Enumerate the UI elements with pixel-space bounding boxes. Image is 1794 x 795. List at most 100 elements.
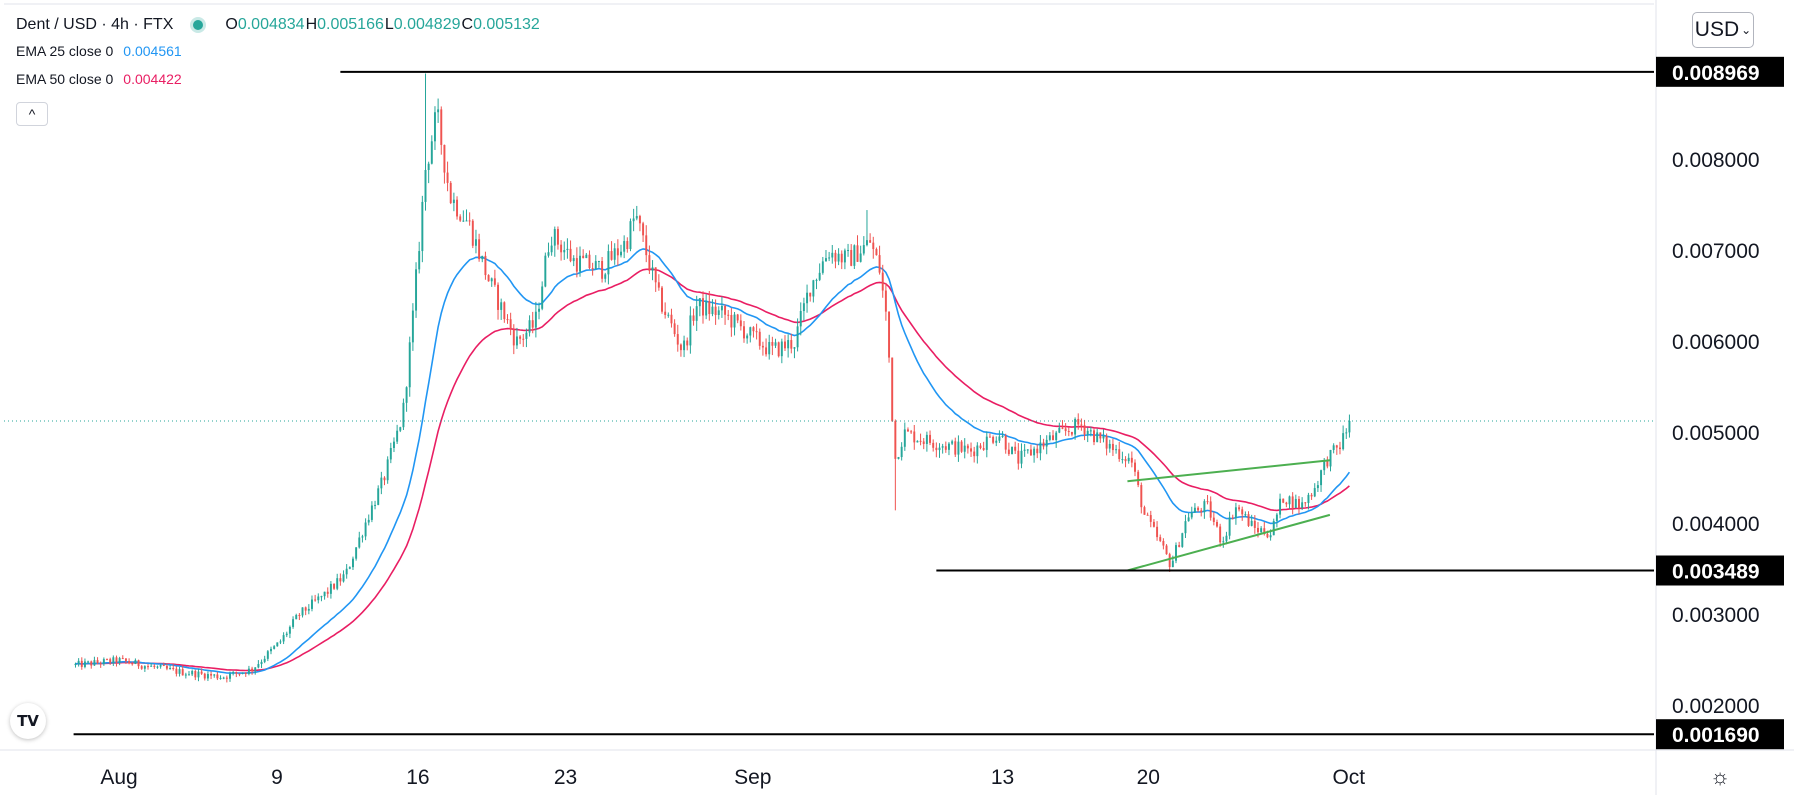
candle-body bbox=[383, 477, 386, 481]
candle-body bbox=[1058, 427, 1061, 433]
candle-body bbox=[1222, 541, 1225, 543]
candle-body bbox=[538, 308, 541, 312]
candle-body bbox=[219, 677, 222, 679]
candle-body bbox=[720, 305, 723, 311]
candle-body bbox=[178, 669, 181, 674]
candle-body bbox=[623, 241, 626, 252]
legend-ema25-row[interactable]: EMA 25 close 0 0.004561 bbox=[16, 36, 541, 66]
candle-body bbox=[1301, 502, 1304, 509]
candle-body bbox=[541, 286, 544, 309]
candle-body bbox=[251, 668, 254, 672]
candle-body bbox=[1052, 435, 1054, 441]
currency-value: USD bbox=[1694, 18, 1740, 41]
candle-body bbox=[910, 431, 913, 433]
tradingview-logo[interactable]: TV bbox=[10, 703, 46, 739]
candle-body bbox=[396, 430, 399, 442]
candle-body bbox=[749, 327, 752, 336]
candle-body bbox=[415, 269, 418, 311]
candle-body bbox=[295, 615, 298, 620]
candle-body bbox=[311, 599, 313, 609]
candle-body bbox=[203, 673, 206, 679]
candle-body bbox=[99, 662, 102, 665]
candle-body bbox=[1067, 431, 1070, 433]
candle-body bbox=[906, 429, 909, 432]
candle-body bbox=[188, 674, 190, 676]
candle-body bbox=[724, 305, 727, 315]
candle-body bbox=[1102, 436, 1105, 439]
candle-body bbox=[314, 599, 317, 601]
candle-body bbox=[834, 252, 837, 262]
candle-body bbox=[364, 522, 367, 537]
candle-body bbox=[919, 440, 922, 442]
candle-body bbox=[232, 672, 235, 674]
candle-body bbox=[301, 607, 304, 616]
candle-body bbox=[620, 251, 622, 256]
candle-body bbox=[1152, 521, 1155, 527]
candle-body bbox=[1011, 446, 1014, 455]
candle-body bbox=[128, 661, 131, 664]
candle-body bbox=[298, 615, 301, 617]
ema25-value: 0.004561 bbox=[123, 43, 182, 59]
candle-body bbox=[752, 327, 755, 332]
candle-body bbox=[708, 301, 711, 315]
candle-body bbox=[664, 311, 667, 315]
candle-body bbox=[241, 672, 244, 674]
candle-body bbox=[377, 488, 380, 505]
candle-body bbox=[1206, 501, 1209, 503]
legend-ema50-row[interactable]: EMA 50 close 0 0.004422 bbox=[16, 66, 541, 92]
candle-body bbox=[645, 235, 648, 256]
candle-body bbox=[755, 331, 758, 333]
candle-body bbox=[102, 659, 105, 665]
candle-body bbox=[780, 341, 783, 357]
candle-body bbox=[556, 229, 559, 245]
legend-ohlc-row: Dent / USD · 4h · FTX O 0.004834 H 0.005… bbox=[16, 14, 541, 36]
candle-body bbox=[629, 221, 632, 250]
candle-body bbox=[869, 240, 872, 243]
candle-body bbox=[493, 278, 496, 285]
candle-body bbox=[531, 320, 534, 328]
candles-layer bbox=[74, 73, 1351, 683]
candle-body bbox=[884, 290, 887, 312]
candle-body bbox=[1247, 514, 1250, 526]
candle-body bbox=[1159, 537, 1162, 541]
candle-body bbox=[304, 607, 307, 611]
gear-icon[interactable]: ☼ bbox=[1710, 764, 1731, 789]
symbol-title[interactable]: Dent / USD · 4h · FTX bbox=[16, 16, 174, 33]
candle-body bbox=[1253, 520, 1256, 528]
candle-body bbox=[714, 306, 717, 315]
candle-body bbox=[1275, 514, 1278, 521]
candle-body bbox=[1175, 545, 1177, 561]
candle-body bbox=[960, 441, 963, 452]
candle-body bbox=[273, 646, 276, 649]
candle-body bbox=[361, 536, 364, 538]
candle-body bbox=[430, 141, 433, 164]
currency-select[interactable]: USD ⌄ bbox=[1692, 12, 1754, 48]
candle-body bbox=[601, 261, 604, 279]
high-value: 0.005166 bbox=[317, 16, 384, 33]
candle-body bbox=[326, 591, 329, 594]
candle-body bbox=[1171, 560, 1174, 568]
candle-body bbox=[970, 448, 973, 452]
candle-body bbox=[702, 298, 704, 316]
candle-body bbox=[824, 258, 827, 262]
candle-body bbox=[433, 112, 436, 142]
candle-body bbox=[87, 661, 90, 663]
candle-body bbox=[667, 314, 670, 316]
price-level-label: 0.008969 bbox=[1672, 62, 1760, 85]
candle-body bbox=[594, 261, 597, 270]
candle-body bbox=[503, 302, 506, 320]
candle-body bbox=[320, 596, 323, 598]
candle-body bbox=[922, 441, 925, 444]
candle-body bbox=[676, 334, 679, 345]
candle-body bbox=[389, 448, 392, 460]
candle-body bbox=[1026, 449, 1029, 451]
candle-body bbox=[285, 633, 288, 636]
candle-body bbox=[837, 253, 840, 262]
candle-body bbox=[1029, 449, 1032, 456]
collapse-legend-button[interactable]: ^ bbox=[16, 102, 48, 126]
candle-body bbox=[440, 109, 443, 145]
candle-body bbox=[402, 402, 405, 428]
candle-body bbox=[566, 248, 569, 251]
